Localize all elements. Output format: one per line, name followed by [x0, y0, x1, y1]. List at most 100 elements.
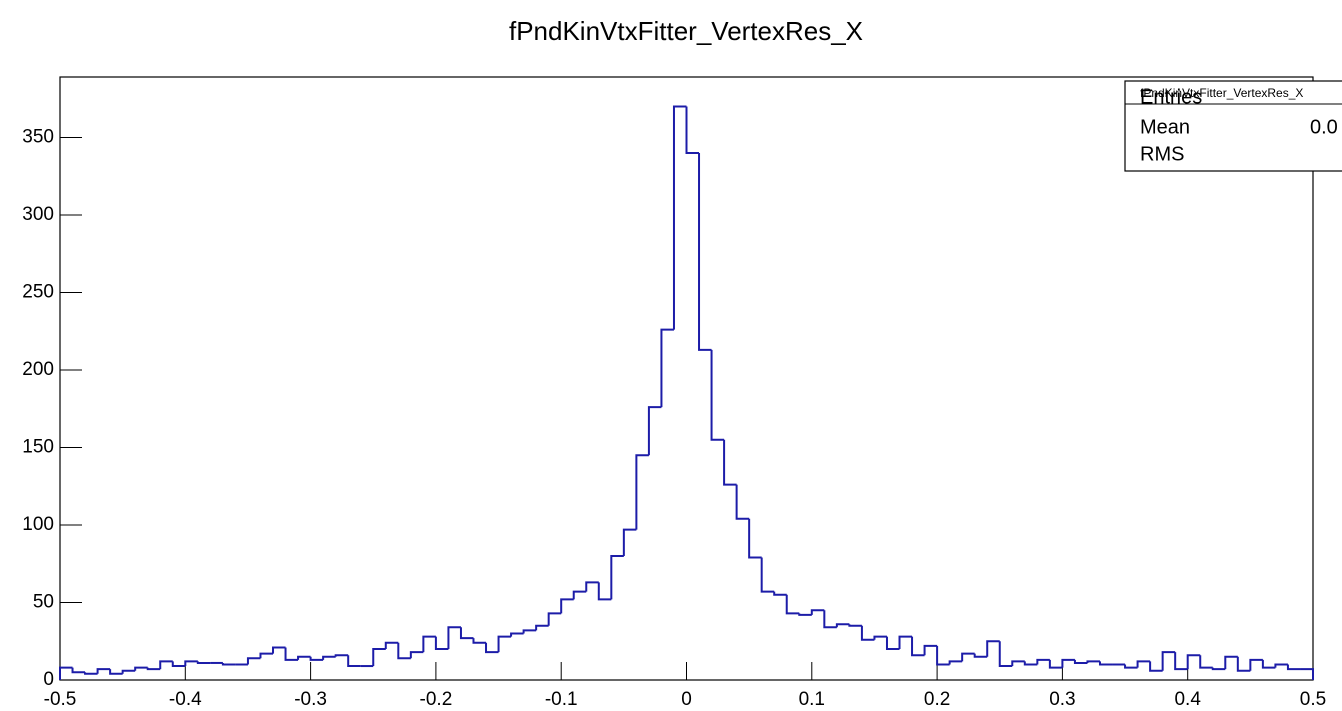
- histogram-bin: [1061, 658, 1075, 668]
- histogram-bin: [134, 666, 148, 671]
- histogram-bin: [522, 629, 537, 634]
- histogram-bin: [785, 594, 800, 615]
- histogram-bin: [936, 645, 950, 666]
- y-tick-label: 250: [22, 281, 54, 302]
- histogram-bin: [961, 652, 975, 662]
- histogram-bin: [297, 655, 311, 660]
- histogram-bin: [723, 439, 737, 486]
- x-tick-label: -0.5: [44, 689, 77, 710]
- histogram-bin: [1186, 654, 1201, 670]
- histogram-bin: [84, 672, 98, 675]
- histogram-bin: [472, 638, 487, 644]
- histogram-bin: [284, 647, 299, 661]
- histogram-bin: [597, 582, 612, 601]
- histogram-bin: [159, 660, 173, 670]
- stats-title: fPndKinVtxFitter_VertexRes_X: [1140, 86, 1303, 100]
- histogram-bin: [835, 623, 850, 628]
- histogram-bin: [309, 656, 324, 661]
- x-tick-label: 0.3: [1049, 689, 1075, 710]
- y-tick-label: 150: [22, 436, 54, 457]
- histogram-bin: [1048, 659, 1063, 669]
- stats-value: 0.0: [1310, 116, 1338, 138]
- y-tick-label: 350: [22, 126, 54, 147]
- histogram-bin: [885, 636, 900, 650]
- histogram-bin: [560, 598, 574, 614]
- histogram-bin: [221, 662, 236, 666]
- histogram-bin: [497, 635, 512, 653]
- stats-row: Entries: [1140, 86, 1202, 108]
- histogram-bin: [1199, 655, 1213, 669]
- histogram-bin: [434, 636, 449, 650]
- histogram-bin: [485, 642, 499, 654]
- histogram-bin: [1011, 660, 1025, 667]
- histogram-bin: [272, 646, 286, 654]
- stats-row: RMS: [1140, 143, 1184, 165]
- histogram-bin: [96, 668, 111, 674]
- stats-frame: [1124, 80, 1342, 172]
- x-tick-label: 0.5: [1300, 689, 1326, 710]
- histogram-bin: [660, 328, 674, 408]
- histogram-bin: [1286, 664, 1301, 671]
- histogram-bin: [447, 626, 461, 649]
- histogram-bin: [384, 641, 399, 649]
- histogram-bin: [810, 609, 825, 615]
- histogram-bin: [911, 636, 925, 657]
- y-tick-label: 300: [22, 204, 54, 225]
- histogram-bin: [923, 644, 938, 656]
- x-tick-label: -0.3: [294, 689, 327, 710]
- histogram-bin: [698, 152, 712, 351]
- histogram-bin: [196, 661, 211, 664]
- histogram-bin: [535, 624, 549, 631]
- histogram-bin: [1073, 659, 1088, 664]
- histogram-bin: [647, 406, 662, 456]
- histogram-bin: [109, 669, 123, 675]
- histogram-bin: [347, 655, 361, 668]
- histogram-bin: [146, 667, 161, 671]
- y-tick-label: 50: [33, 592, 54, 613]
- chart-title: fPndKinVtxFitter_VertexRes_X: [509, 16, 863, 46]
- histogram-bin: [397, 642, 411, 660]
- x-tick-label: 0.4: [1174, 689, 1201, 710]
- histogram-bin: [672, 105, 687, 330]
- histogram-bin: [121, 669, 136, 674]
- histogram-bin: [1300, 668, 1314, 680]
- histogram-bin: [798, 613, 812, 616]
- histogram-bin: [184, 660, 198, 667]
- histogram-bin: [1023, 661, 1038, 666]
- histogram-bin: [760, 557, 775, 593]
- histogram-bin: [1274, 663, 1288, 668]
- histogram-bin: [635, 454, 649, 530]
- histogram-bin: [848, 624, 862, 627]
- histogram-bin: [1136, 660, 1151, 668]
- y-tick-label: 200: [22, 359, 54, 380]
- histogram-bin: [334, 654, 349, 657]
- histogram-bin: [1211, 667, 1226, 671]
- histogram-bin: [71, 667, 86, 674]
- histogram-bin: [1086, 660, 1100, 663]
- histogram-bin: [59, 666, 73, 680]
- histogram-bin: [610, 554, 624, 600]
- x-tick-label: 0: [681, 689, 692, 710]
- histogram-bin: [948, 660, 963, 665]
- stats-box: fPndKinVtxFitter_VertexRes_X Entries Mea…: [1124, 80, 1342, 172]
- histogram-bin: [246, 657, 261, 665]
- histogram-bin: [685, 106, 700, 154]
- histogram-bin: [1261, 659, 1276, 669]
- x-tick-label: 0.1: [799, 689, 825, 710]
- x-tick-label: -0.2: [420, 689, 453, 710]
- histogram-bin: [1036, 658, 1050, 665]
- histogram-bin: [1174, 652, 1188, 671]
- histogram-bin: [973, 653, 988, 658]
- histogram-bin: [773, 591, 787, 596]
- histogram-bin: [171, 661, 186, 668]
- histogram-bin: [1149, 661, 1163, 672]
- histogram-bin: [1249, 658, 1263, 671]
- histogram-bin: [322, 655, 336, 660]
- histogram-bin: [823, 610, 837, 629]
- histogram-bin: [998, 641, 1013, 668]
- histogram-bin: [372, 647, 386, 667]
- histogram-bin: [898, 635, 913, 649]
- stats-row: Mean: [1140, 116, 1190, 138]
